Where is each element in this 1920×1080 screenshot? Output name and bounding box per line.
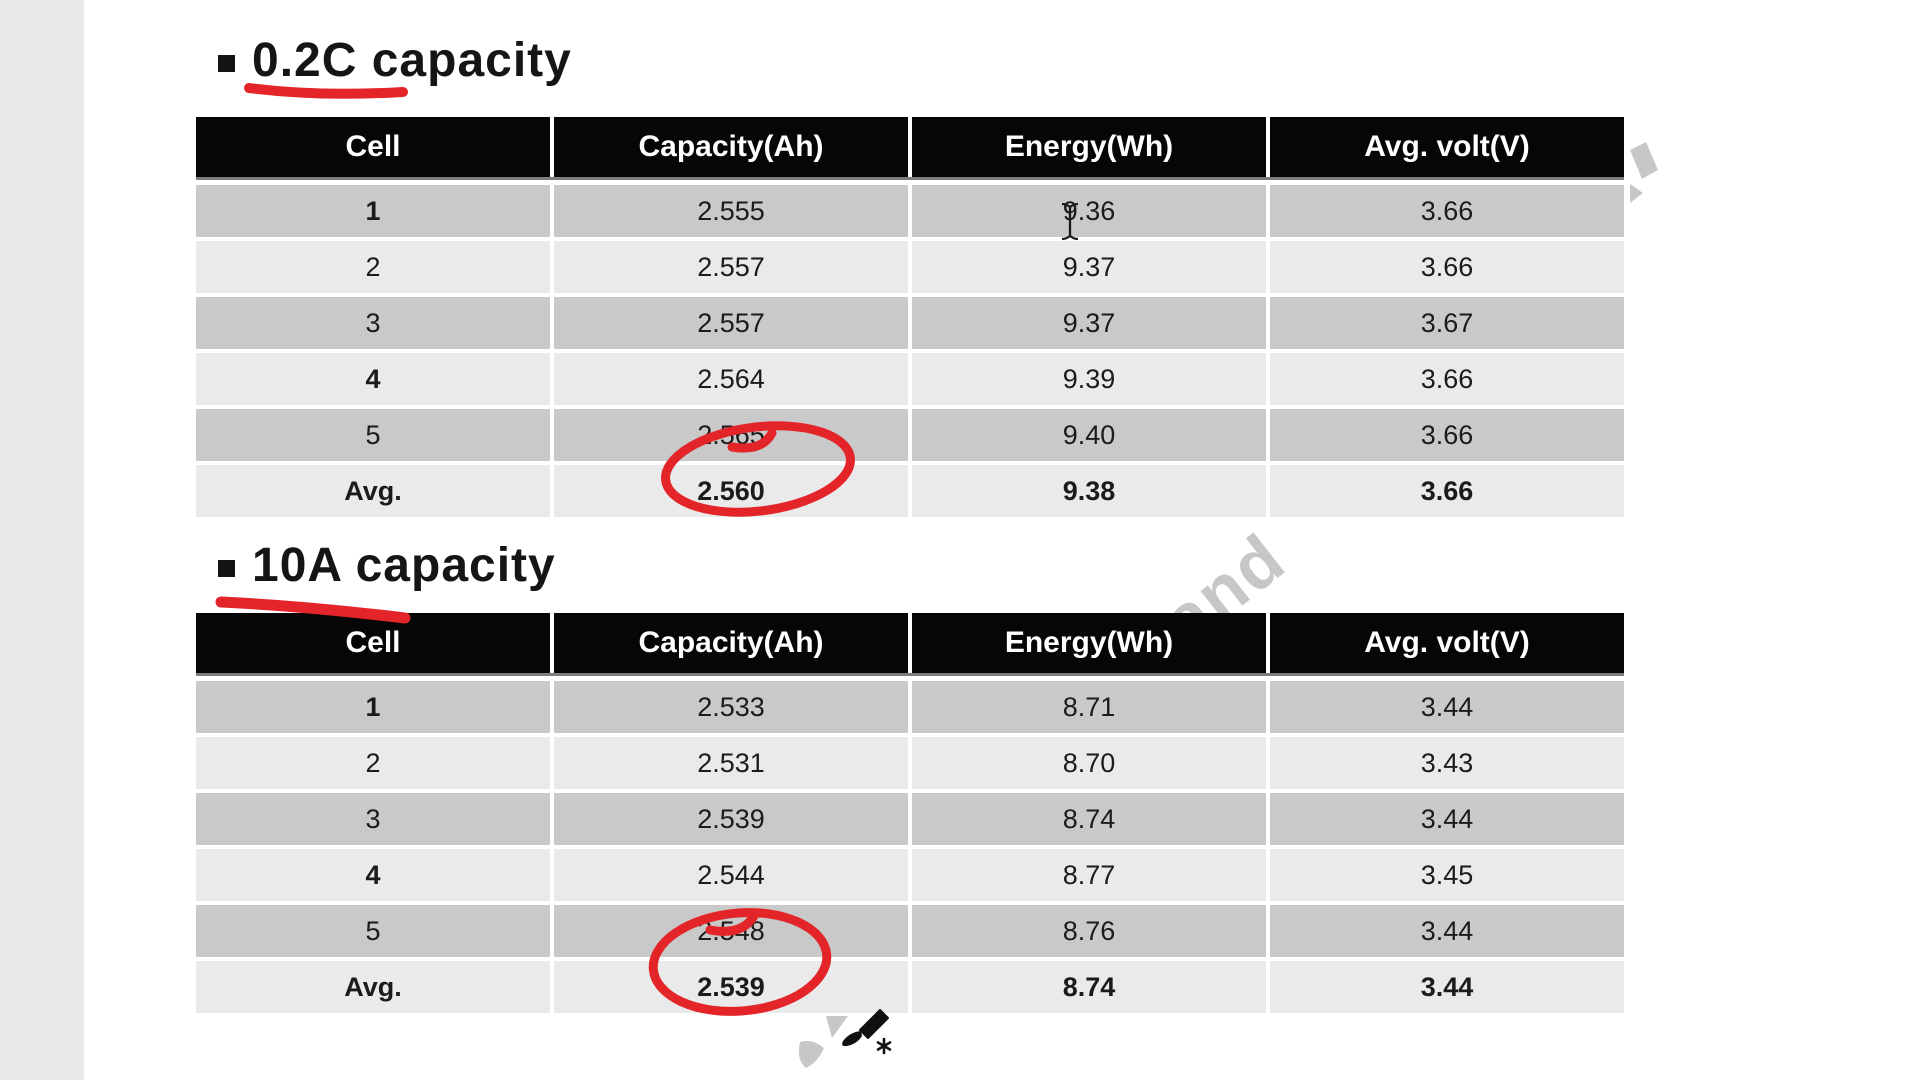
table-row: 5 2.565 9.40 3.66 [196, 409, 1624, 461]
cell-label: Avg. [196, 465, 550, 517]
table-row: 4 2.564 9.39 3.66 [196, 353, 1624, 405]
cell-label: 1 [196, 681, 550, 733]
table-row: 3 2.539 8.74 3.44 [196, 793, 1624, 845]
capacity-value: 2.548 [554, 905, 908, 957]
section-title-02c: 0.2C capacity [218, 33, 572, 88]
voltage-value: 3.45 [1270, 849, 1624, 901]
header-cell: Energy(Wh) [912, 613, 1266, 673]
header-cell: Energy(Wh) [912, 117, 1266, 177]
energy-value: 9.36 [912, 185, 1266, 237]
pen-badge-asterisk [876, 1037, 892, 1055]
cell-label: 5 [196, 905, 550, 957]
energy-value: 8.70 [912, 737, 1266, 789]
header-cell: Avg. volt(V) [1270, 117, 1624, 177]
bullet-square-icon [218, 559, 235, 577]
voltage-value: 3.66 [1270, 353, 1624, 405]
table-row: 2 2.557 9.37 3.66 [196, 241, 1624, 293]
capacity-value: 2.544 [554, 849, 908, 901]
cell-label: 2 [196, 737, 550, 789]
energy-avg-value: 9.38 [912, 465, 1266, 517]
energy-value: 9.39 [912, 353, 1266, 405]
table-row: 1 2.533 8.71 3.44 [196, 681, 1624, 733]
header-cell: Avg. volt(V) [1270, 613, 1624, 673]
energy-value: 8.77 [912, 849, 1266, 901]
capacity-value: 2.539 [554, 793, 908, 845]
energy-value: 8.71 [912, 681, 1266, 733]
voltage-avg-value: 3.44 [1270, 961, 1624, 1013]
voltage-value: 3.66 [1270, 185, 1624, 237]
energy-value: 8.76 [912, 905, 1266, 957]
table-row: 4 2.544 8.77 3.45 [196, 849, 1624, 901]
energy-value: 9.37 [912, 241, 1266, 293]
cell-label: 3 [196, 793, 550, 845]
app-gutter [0, 0, 84, 1080]
table-10a-capacity: Cell Capacity(Ah) Energy(Wh) Avg. volt(V… [196, 613, 1624, 1013]
cell-label: 5 [196, 409, 550, 461]
cell-label: Avg. [196, 961, 550, 1013]
table-row: 2 2.531 8.70 3.43 [196, 737, 1624, 789]
table-row: 1 2.555 9.36 3.66 [196, 185, 1624, 237]
energy-value: 9.37 [912, 297, 1266, 349]
voltage-value: 3.44 [1270, 681, 1624, 733]
table-02c-capacity: Cell Capacity(Ah) Energy(Wh) Avg. volt(V… [196, 117, 1624, 517]
capacity-avg-value: 2.560 [554, 465, 908, 517]
capacity-value: 2.557 [554, 241, 908, 293]
header-cell: Cell [196, 613, 550, 673]
header-cell: Cell [196, 117, 550, 177]
voltage-value: 3.66 [1270, 241, 1624, 293]
section-title-text: 0.2C capacity [252, 34, 572, 87]
voltage-value: 3.44 [1270, 793, 1624, 845]
energy-value: 8.74 [912, 793, 1266, 845]
voltage-value: 3.44 [1270, 905, 1624, 957]
cell-label: 4 [196, 849, 550, 901]
section-title-text: 10A capacity [252, 539, 556, 592]
capacity-value: 2.531 [554, 737, 908, 789]
capacity-value: 2.533 [554, 681, 908, 733]
bullet-square-icon [218, 54, 235, 72]
energy-value: 9.40 [912, 409, 1266, 461]
table-avg-row: Avg. 2.560 9.38 3.66 [196, 465, 1624, 517]
header-cell: Capacity(Ah) [554, 117, 908, 177]
cell-label: 1 [196, 185, 550, 237]
capacity-value: 2.557 [554, 297, 908, 349]
capacity-value: 2.555 [554, 185, 908, 237]
voltage-value: 3.43 [1270, 737, 1624, 789]
table-avg-row: Avg. 2.539 8.74 3.44 [196, 961, 1624, 1013]
capacity-avg-value: 2.539 [554, 961, 908, 1013]
table-header-row: Cell Capacity(Ah) Energy(Wh) Avg. volt(V… [196, 613, 1624, 676]
cell-label: 2 [196, 241, 550, 293]
voltage-value: 3.66 [1270, 409, 1624, 461]
paintbrush-cursor [842, 1009, 892, 1055]
table-row: 5 2.548 8.76 3.44 [196, 905, 1624, 957]
capacity-value: 2.564 [554, 353, 908, 405]
voltage-value: 3.67 [1270, 297, 1624, 349]
cell-label: 3 [196, 297, 550, 349]
table-row: 3 2.557 9.37 3.67 [196, 297, 1624, 349]
header-cell: Capacity(Ah) [554, 613, 908, 673]
voltage-avg-value: 3.66 [1270, 465, 1624, 517]
capacity-value: 2.565 [554, 409, 908, 461]
section-title-10a: 10A capacity [218, 538, 556, 593]
cell-label: 4 [196, 353, 550, 405]
energy-avg-value: 8.74 [912, 961, 1266, 1013]
table-header-row: Cell Capacity(Ah) Energy(Wh) Avg. volt(V… [196, 117, 1624, 180]
red-underline-02c [244, 83, 408, 99]
